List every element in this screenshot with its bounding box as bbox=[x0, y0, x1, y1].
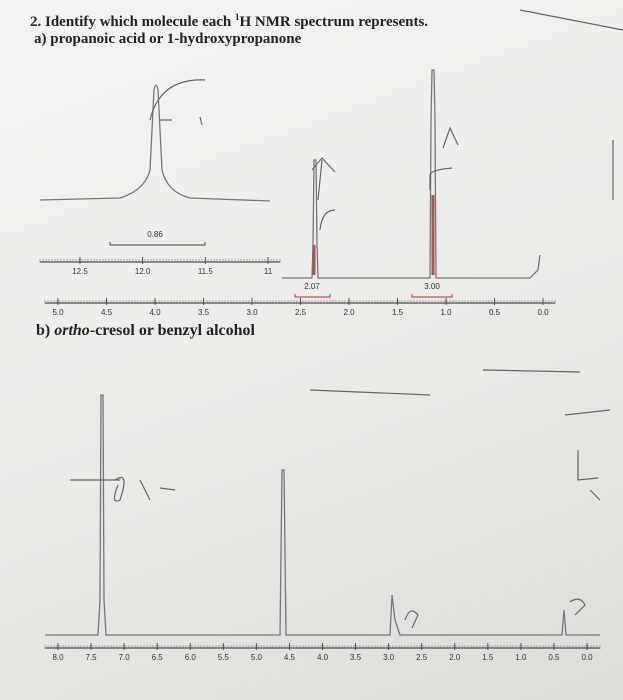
part-label: b) bbox=[36, 322, 51, 339]
tick-label: 12.0 bbox=[135, 267, 151, 276]
tick-label: 5.0 bbox=[251, 653, 263, 662]
tick-label: 7.5 bbox=[86, 653, 98, 662]
spectrum-a bbox=[282, 69, 541, 279]
tick-label: 3.5 bbox=[198, 308, 210, 317]
integration: 0.86 bbox=[147, 230, 163, 239]
tick-label: 0.0 bbox=[537, 308, 549, 317]
tick-label: 8.0 bbox=[52, 653, 64, 662]
question: 2. Identify which molecule each 1H NMR s… bbox=[30, 12, 428, 31]
tick-label: 5.0 bbox=[52, 308, 64, 317]
tick-label: 1.0 bbox=[515, 653, 527, 662]
tick-label: 2.0 bbox=[449, 653, 461, 662]
tick-label: 4.5 bbox=[284, 653, 296, 662]
tick-label: 2.5 bbox=[295, 308, 307, 317]
part-text: -cresol or benzyl alcohol bbox=[89, 322, 255, 339]
tick-label: 3.0 bbox=[246, 308, 258, 317]
integration: 2.07 bbox=[304, 282, 320, 291]
tick-label: 4.5 bbox=[101, 308, 113, 317]
tick-label: 1.0 bbox=[440, 308, 452, 317]
integration: 3.00 bbox=[424, 282, 440, 291]
tick-label: 3.5 bbox=[350, 653, 362, 662]
question-text: H NMR spectrum represents. bbox=[239, 14, 429, 30]
tick-label: 5.5 bbox=[218, 653, 230, 662]
part-b: b) ortho-cresol or benzyl alcohol bbox=[36, 322, 255, 340]
tick-label: 4.0 bbox=[149, 308, 161, 317]
tick-label: 12.5 bbox=[72, 267, 88, 276]
inset-peak bbox=[39, 84, 271, 202]
tick-label: 6.5 bbox=[152, 653, 164, 662]
handwriting bbox=[70, 9, 623, 629]
tick-label: 11 bbox=[264, 267, 273, 276]
question-number: 2. bbox=[30, 14, 42, 30]
integration-bracket bbox=[411, 294, 453, 298]
tick-label: 3.0 bbox=[383, 653, 395, 662]
superscript: 1 bbox=[234, 12, 240, 22]
question-text: Identify which molecule each bbox=[45, 14, 235, 30]
tick-label: 7.0 bbox=[119, 653, 131, 662]
tick-label: 0.5 bbox=[489, 308, 501, 317]
tick-label: 0.5 bbox=[548, 653, 560, 662]
tick-label: 6.0 bbox=[185, 653, 197, 662]
tick-label: 1.5 bbox=[392, 308, 404, 317]
part-italic: ortho bbox=[54, 322, 90, 339]
tick-label: 11.5 bbox=[198, 267, 214, 276]
part-label: a) bbox=[34, 31, 47, 47]
integration-bracket bbox=[109, 242, 206, 246]
tick-label: 0.0 bbox=[581, 653, 593, 662]
tick-label: 1.5 bbox=[482, 653, 494, 662]
tick-label: 4.0 bbox=[317, 653, 329, 662]
peak-shade bbox=[312, 195, 435, 275]
integration-bracket bbox=[294, 294, 331, 298]
tick-label: 2.5 bbox=[416, 653, 428, 662]
part-a: a) propanoic acid or 1-hydroxypropanone bbox=[34, 31, 301, 48]
spectrum-b bbox=[45, 394, 600, 636]
tick-label: 2.0 bbox=[343, 308, 355, 317]
part-text: propanoic acid or 1-hydroxypropanone bbox=[50, 31, 302, 47]
